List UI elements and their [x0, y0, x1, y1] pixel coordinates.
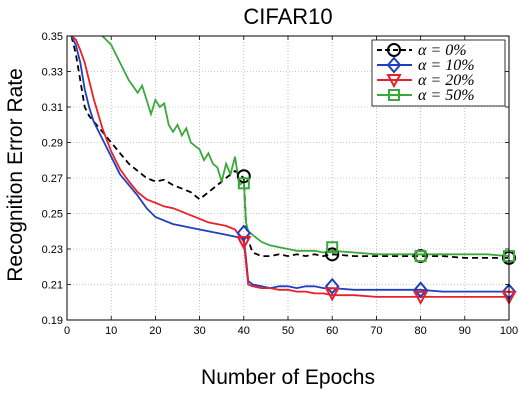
- series-marker-3: [414, 250, 427, 263]
- x-tick-label: 30: [193, 325, 205, 337]
- legend-label: α = 20%: [418, 72, 475, 89]
- legend-label: α = 10%: [418, 57, 475, 74]
- series-marker-2: [236, 235, 252, 250]
- y-tick-label: 0.25: [42, 209, 63, 221]
- x-tick-label: 100: [500, 325, 518, 337]
- series-marker-1: [413, 281, 428, 299]
- series-line-3: [101, 36, 509, 257]
- series-line-2: [70, 36, 509, 298]
- y-tick-label: 0.21: [42, 280, 63, 292]
- series-marker-1: [236, 224, 252, 242]
- series-marker-2: [324, 287, 340, 302]
- series-marker-3: [237, 177, 250, 190]
- series-lines: [70, 36, 509, 298]
- legend-swatch-marker: [386, 56, 402, 74]
- legend-swatch-marker: [388, 89, 400, 101]
- series-marker-0: [236, 169, 251, 184]
- series-markers: [236, 169, 517, 306]
- y-tick-label: 0.33: [42, 67, 63, 79]
- x-axis-ticks: 0 10 20 30 40 50 60 70 80 90 100: [64, 36, 518, 337]
- y-tick-label: 0.35: [42, 31, 63, 43]
- x-tick-label: 80: [414, 325, 426, 337]
- x-tick-label: 90: [459, 325, 471, 337]
- x-tick-label: 10: [105, 325, 117, 337]
- y-tick-label: 0.23: [42, 244, 63, 256]
- y-tick-label: 0.29: [42, 138, 63, 150]
- series-line-1: [70, 36, 509, 293]
- series-marker-0: [325, 247, 340, 262]
- x-tick-label: 50: [282, 325, 294, 337]
- series-marker-1: [324, 277, 340, 295]
- x-tick-label: 0: [64, 325, 70, 337]
- legend: α = 0%α = 10%α = 20%α = 50%: [371, 39, 506, 107]
- series-line-0: [70, 36, 509, 259]
- legend-label: α = 50%: [418, 87, 475, 104]
- y-tick-label: 0.19: [42, 315, 63, 327]
- y-tick-label: 0.31: [42, 102, 63, 114]
- series-marker-2: [412, 290, 429, 306]
- x-tick-label: 70: [370, 325, 382, 337]
- y-axis-title: Recognition Error Rate: [4, 68, 27, 282]
- series-marker-3: [326, 241, 339, 254]
- legend-swatch-marker: [387, 43, 401, 57]
- x-axis-title: Number of Epochs: [201, 366, 375, 389]
- x-tick-label: 20: [149, 325, 161, 337]
- x-tick-label: 40: [238, 325, 250, 337]
- legend-swatch-marker: [386, 74, 402, 89]
- y-tick-label: 0.27: [42, 173, 63, 185]
- legend-label: α = 0%: [418, 42, 467, 59]
- y-axis-ticks: 0.19 0.21 0.23 0.25 0.27 0.29 0.31 0.33 0.35: [42, 31, 509, 327]
- x-tick-label: 60: [326, 325, 338, 337]
- chart-title: CIFAR10: [243, 4, 332, 29]
